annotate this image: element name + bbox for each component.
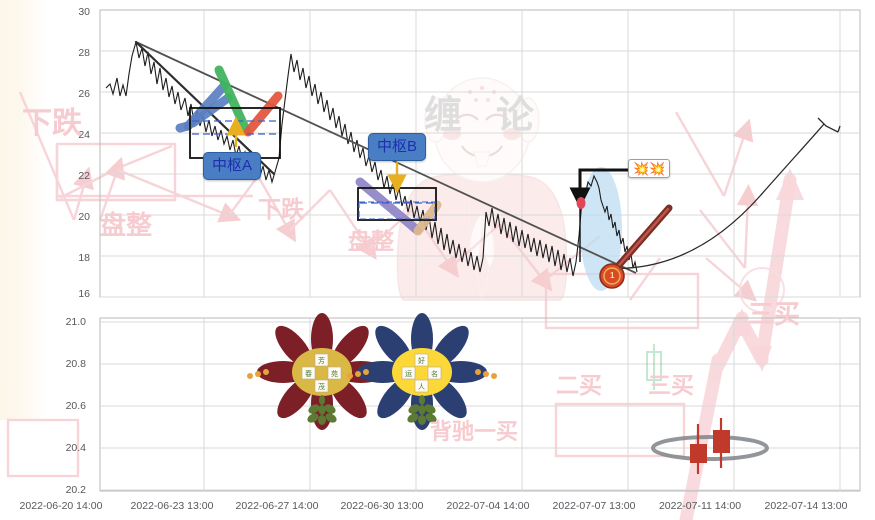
ytick-price-30: 30	[78, 6, 90, 18]
flower-ornament-blue: 好运 名人	[347, 313, 497, 430]
flower-stem-red	[307, 395, 337, 425]
zhongshu-a-label[interactable]: 中枢A	[203, 152, 262, 180]
ytick-ind-20.2: 20.2	[65, 484, 86, 496]
ytick-price-24: 24	[78, 129, 90, 141]
flower-garland-blue	[347, 369, 497, 379]
ytick-ind-20.4: 20.4	[65, 442, 86, 454]
emoji-callout-box[interactable]: 💥💥	[628, 159, 671, 178]
pivot-pointer-arrows	[226, 116, 407, 194]
pink-thick-arrows	[679, 173, 797, 520]
indicator-panel-grid	[99, 317, 861, 492]
ytick-price-20: 20	[78, 211, 90, 223]
zhongshu-b-label-text: 中枢B	[377, 138, 418, 155]
ytick-price-22: 22	[78, 170, 90, 182]
segment-blue-main	[183, 81, 229, 131]
zhongshu-b-label[interactable]: 中枢B	[368, 133, 427, 161]
divergence-highlight-ellipse	[580, 167, 622, 291]
xtick-4: 2022-07-04 14:00	[446, 500, 530, 512]
svg-text:苑: 苑	[331, 369, 338, 378]
xtick-2: 2022-06-27 14:00	[235, 500, 319, 512]
segment-down-purple	[355, 177, 422, 235]
svg-text:春: 春	[305, 369, 312, 378]
zhongshu-a-label-text: 中枢A	[212, 157, 253, 174]
projection-arc	[603, 117, 841, 270]
ytick-price-26: 26	[78, 88, 90, 100]
candle-highlight-ellipse	[651, 435, 769, 461]
monk-watermark-figure	[396, 77, 568, 301]
first-buy-badge-label: 1	[610, 271, 615, 280]
xtick-0: 2022-06-20 14:00	[19, 500, 103, 512]
ytick-price-28: 28	[78, 47, 90, 59]
svg-text:名: 名	[431, 369, 438, 378]
segment-down-red	[243, 91, 283, 137]
emoji-callout-elbow	[569, 168, 628, 262]
segment-blue-base	[175, 121, 193, 133]
emoji-callout-text: 💥💥	[633, 161, 666, 176]
red-pointer-stick	[609, 204, 673, 276]
svg-text:人: 人	[418, 383, 425, 391]
ytick-ind-20.8: 20.8	[65, 358, 86, 370]
svg-text:茂: 茂	[318, 382, 325, 391]
indicator-candles	[646, 344, 769, 474]
candle-1	[690, 424, 707, 474]
svg-text:芳: 芳	[318, 356, 325, 365]
svg-text:运: 运	[405, 370, 412, 378]
zhongshu-b-box	[357, 187, 437, 221]
ytick-ind-21.0: 21.0	[65, 316, 86, 328]
flower-ornament-red: 芳春 苑茂	[247, 313, 397, 430]
xtick-5: 2022-07-07 13:00	[552, 500, 636, 512]
candle-green-ghost	[646, 344, 662, 390]
flower-stem-blue	[407, 395, 437, 425]
ytick-price-18: 18	[78, 252, 90, 264]
xtick-1: 2022-06-23 13:00	[130, 500, 214, 512]
candle-2	[713, 418, 730, 468]
ytick-ind-20.6: 20.6	[65, 400, 86, 412]
xtick-3: 2022-06-30 13:00	[340, 500, 424, 512]
xtick-7: 2022-07-14 13:00	[764, 500, 848, 512]
segment-up-tan	[413, 200, 442, 236]
ytick-price-16: 16	[78, 288, 90, 300]
svg-text:好: 好	[418, 356, 425, 365]
first-buy-badge	[599, 263, 625, 289]
xtick-6: 2022-07-11 14:00	[658, 500, 742, 512]
